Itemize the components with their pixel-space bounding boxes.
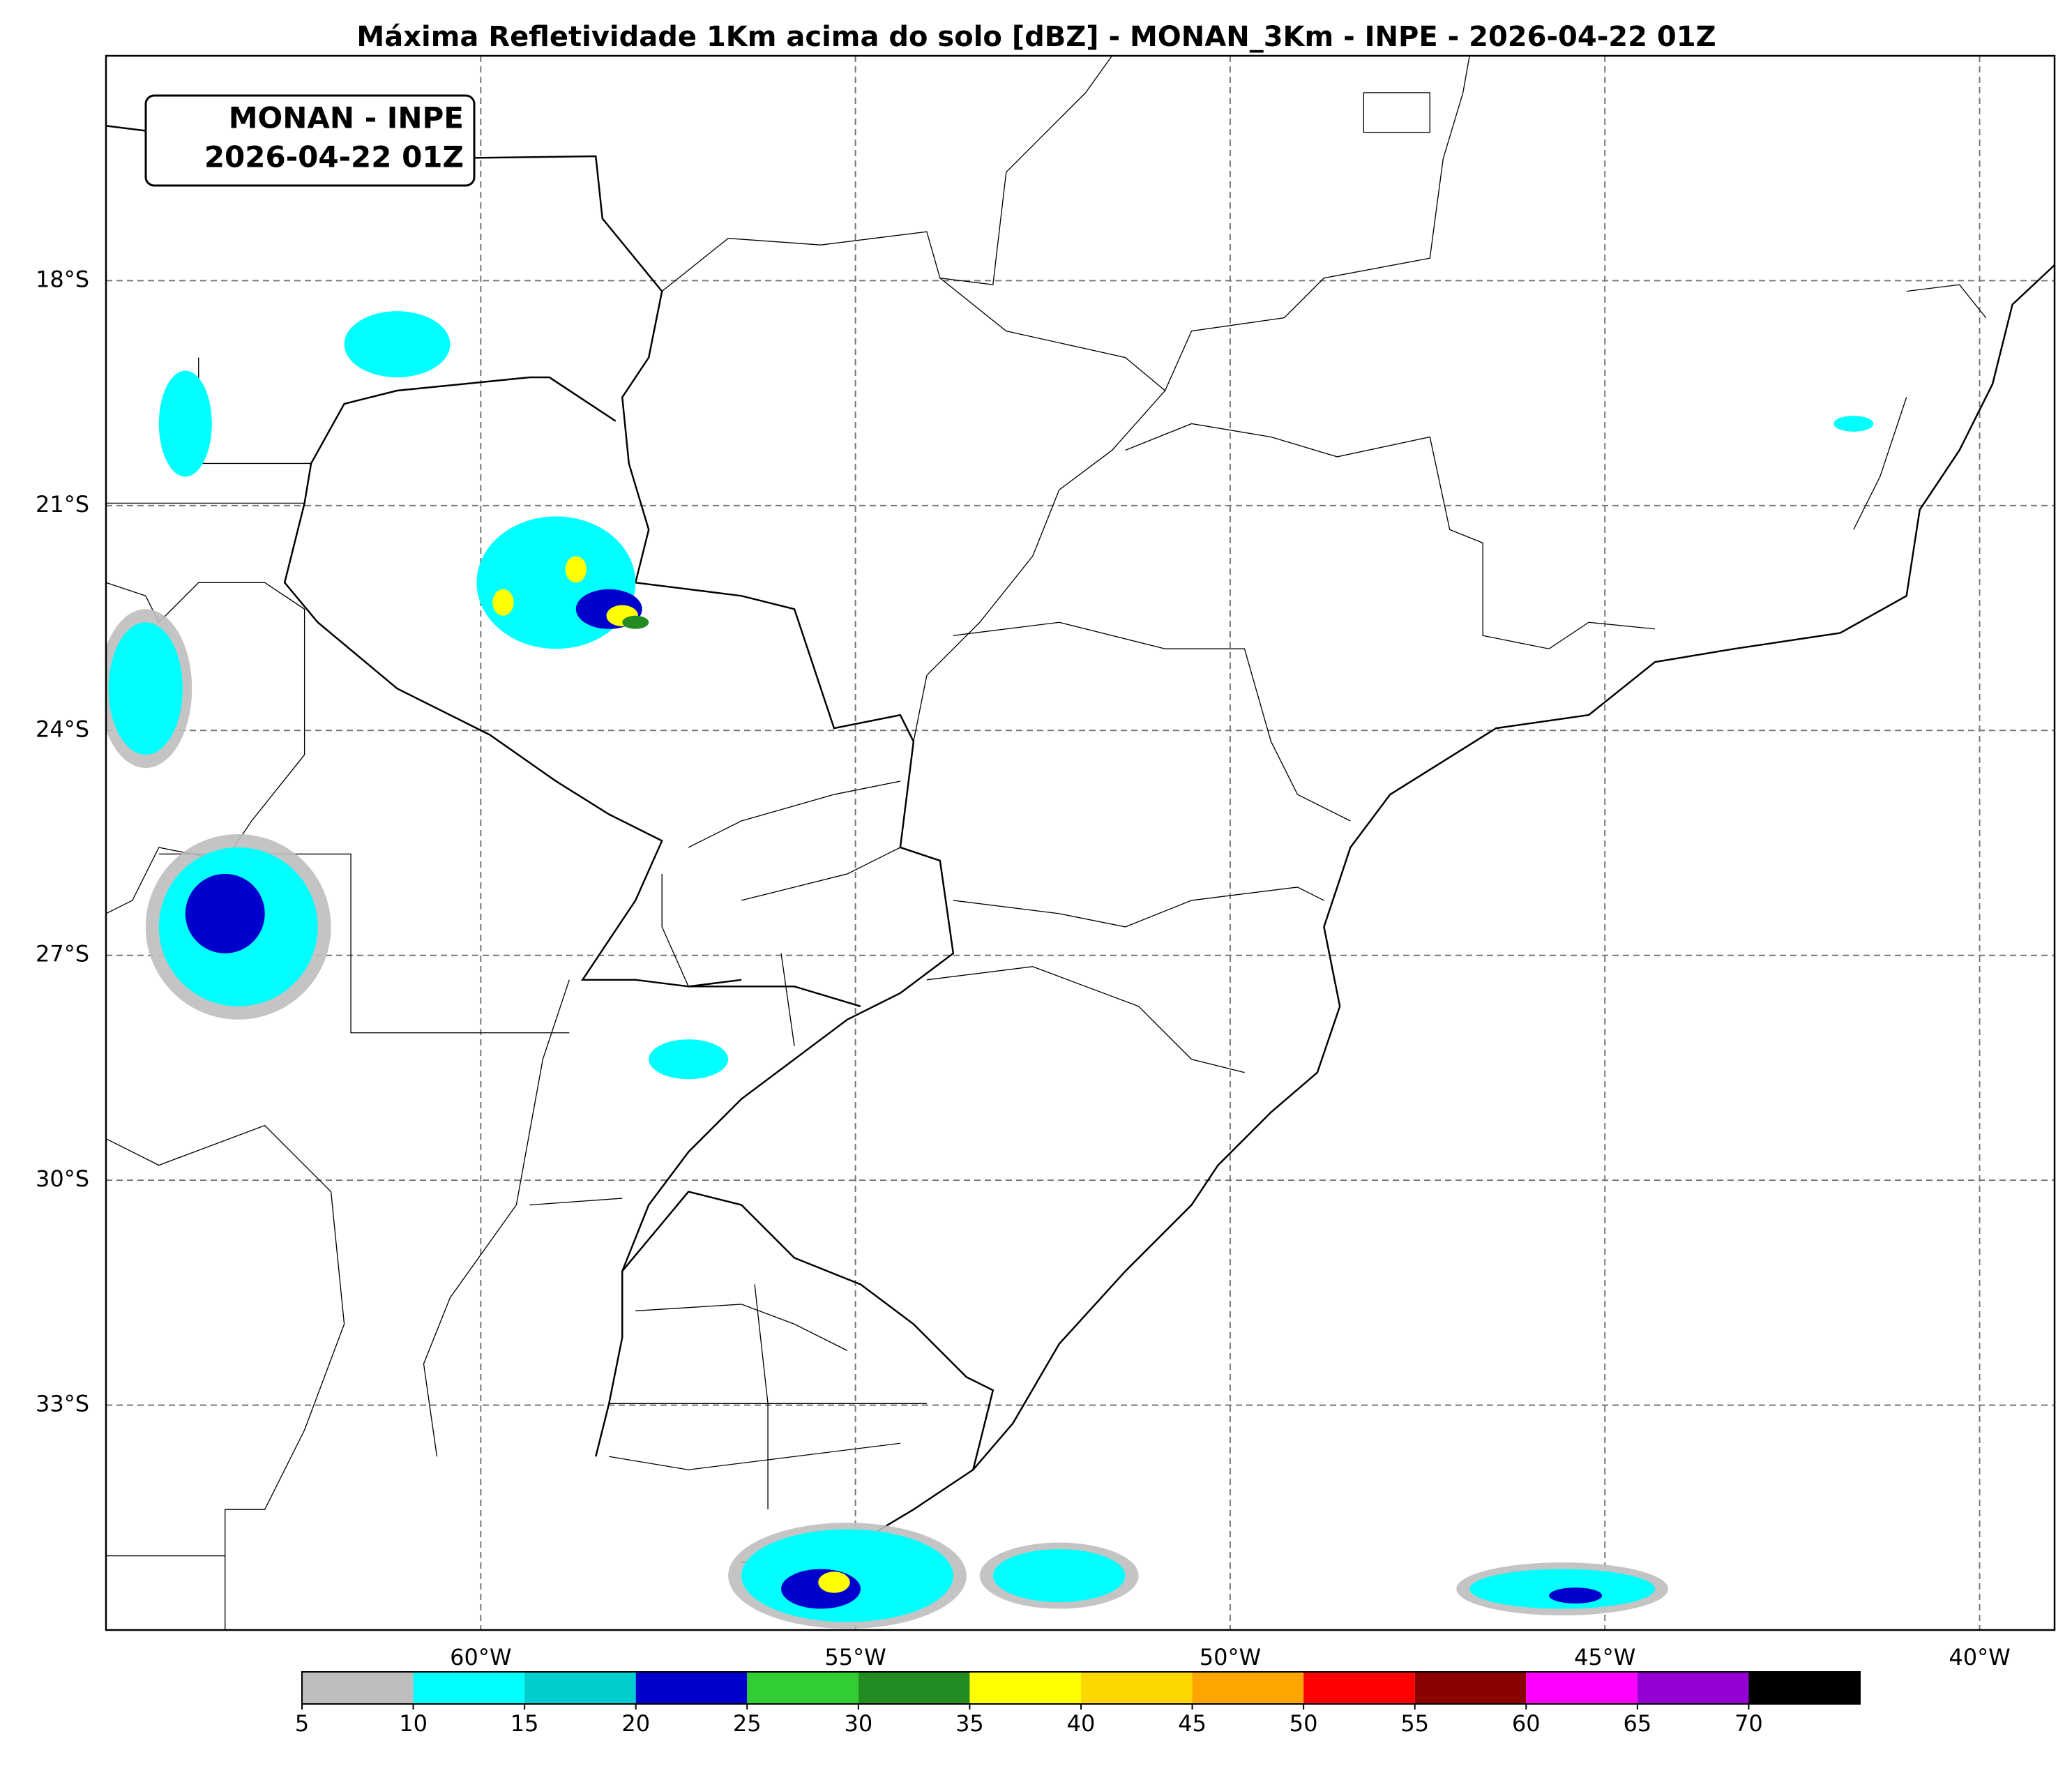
y-tick-label: 27°S [36,941,89,967]
label-box-line: MONAN - INPE [229,101,464,135]
colorbar-box [1526,1672,1638,1704]
reflectivity-field [106,311,1874,1629]
label-box: MONAN - INPE 2026-04-22 01Z [144,94,476,187]
label-box-frame [144,94,476,187]
colorbar-box [635,1672,748,1704]
country-border [621,986,995,1470]
label-box-line: 2026-04-22 01Z [204,140,464,174]
colorbar-label: 50 [1290,1710,1318,1737]
colorbar-label: 70 [1734,1710,1763,1737]
x-tick-label: 55°W [824,1644,886,1670]
boundaries [106,56,2055,1630]
colorbar-box [524,1672,636,1704]
colorbar-label: 45 [1178,1710,1207,1737]
colorbar-box [413,1672,525,1704]
colorbar-box [302,1672,414,1704]
x-tick-label: 60°W [450,1644,511,1670]
colorbar-label: 35 [955,1710,984,1737]
colorbar-box [969,1672,1081,1704]
x-tick-label: 50°W [1200,1644,1261,1670]
y-tick-label: 33°S [36,1391,89,1417]
colorbar-label: 55 [1400,1710,1429,1737]
colorbar-label: 65 [1623,1710,1651,1737]
colorbar-label: 20 [621,1710,650,1737]
colorbar-label: 40 [1067,1710,1096,1737]
colorbar-label: 60 [1512,1710,1541,1737]
map-layer [106,56,2055,1630]
colorbar-label: 30 [844,1710,872,1737]
colorbar-label: 15 [511,1710,539,1737]
y-tick-label: 18°S [36,266,89,292]
colorbar-box [1192,1672,1304,1704]
grid [106,56,2055,1630]
colorbar-box [1081,1672,1193,1704]
colorbar-label: 5 [295,1710,309,1737]
y-tick-label: 30°S [36,1165,89,1192]
map-title: Máxima Refletividade 1Km acima do solo [… [356,21,1716,53]
map-frame [105,54,2056,1631]
colorbar-box [747,1672,859,1704]
colorbar-box [1637,1672,1749,1704]
x-tick-label: 45°W [1574,1644,1635,1670]
x-tick-label: 40°W [1949,1644,2010,1670]
country-border [106,125,955,1457]
colorbar-box [1303,1672,1415,1704]
colorbar-box [1414,1672,1527,1704]
colorbar: 5 10 15 20 25 30 35 40 45 50 55 60 65 70 [295,1671,1861,1737]
y-tick-label: 21°S [36,491,89,518]
y-tick-label: 24°S [36,716,89,742]
coastline [741,264,2055,1564]
colorbar-label: 10 [399,1710,428,1737]
colorbar-box [1748,1672,1860,1704]
colorbar-box [858,1672,970,1704]
colorbar-label: 25 [733,1710,762,1737]
country-border [283,376,742,988]
